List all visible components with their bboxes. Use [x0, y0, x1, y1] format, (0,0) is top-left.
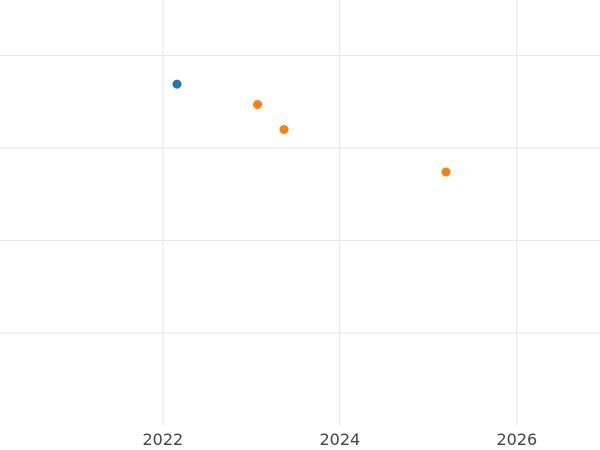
point [279, 125, 289, 134]
point [172, 79, 182, 89]
point [441, 167, 451, 177]
point [253, 100, 263, 110]
x-tick-label: 2026 [496, 430, 537, 449]
x-tick-label: 2022 [142, 430, 183, 449]
x-tick-label: 2024 [319, 430, 360, 449]
